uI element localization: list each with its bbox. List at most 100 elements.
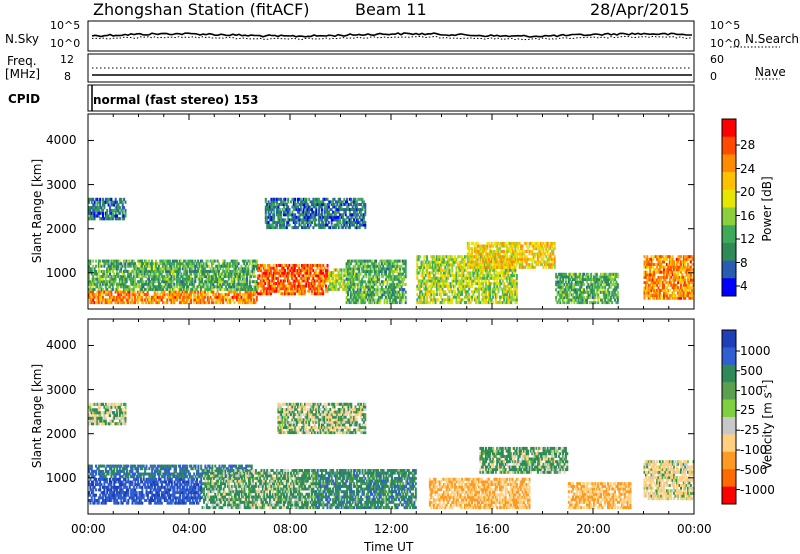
power-echo-cell [187, 277, 190, 281]
power-echo-cell [106, 269, 109, 273]
power-echo-cell [580, 285, 583, 289]
power-echo-cell [190, 293, 193, 297]
power-echo-cell [485, 268, 487, 272]
power-echo-cell [201, 301, 204, 305]
power-echo-cell [96, 206, 99, 210]
power-echo-cell [131, 259, 134, 263]
power-echo-cell [102, 208, 104, 213]
power-echo-cell [586, 272, 588, 276]
power-echo-cell [489, 287, 492, 291]
power-echo-cell [393, 267, 396, 271]
power-echo-cell [340, 200, 343, 204]
power-echo-cell [385, 270, 387, 273]
power-echo-cell [557, 283, 560, 287]
power-echo-cell [250, 285, 253, 289]
power-echo-cell [291, 276, 294, 280]
power-echo-cell [267, 266, 270, 270]
power-echo-cell [206, 301, 209, 305]
power-echo-cell [567, 280, 570, 284]
power-echo-cell [111, 285, 114, 289]
power-echo-cell [292, 289, 295, 293]
power-echo-cell [586, 278, 588, 281]
power-echo-cell [348, 213, 351, 217]
power-echo-cell [110, 217, 113, 221]
power-echo-cell [316, 213, 319, 217]
power-echo-cell [204, 293, 206, 297]
power-echo-cell [181, 267, 184, 271]
power-echo-cell [490, 268, 493, 272]
power-echo-cell [237, 272, 240, 276]
power-echo-cell [190, 298, 193, 302]
power-echo-cell [570, 293, 573, 297]
power-echo-cell [326, 213, 329, 217]
power-echo-cell [180, 272, 183, 276]
power-echo-cell [369, 298, 372, 302]
power-echo-cell [103, 298, 106, 302]
power-echo-cell [566, 293, 569, 297]
power-echo-cell [109, 301, 111, 305]
power-echo-cell [167, 275, 170, 278]
power-echo-cell [303, 287, 306, 291]
power-echo-cell [244, 301, 247, 305]
power-echo-cell [305, 274, 308, 278]
power-echo-cell [299, 223, 302, 227]
power-echo-cell [92, 208, 95, 213]
power-echo-cell [482, 265, 485, 269]
power-echo-cell [510, 247, 513, 251]
power-echo-cell [479, 282, 482, 286]
power-echo-cell [311, 215, 313, 219]
power-echo-cell [355, 293, 358, 297]
power-echo-cell [386, 290, 389, 294]
power-echo-cell [359, 290, 362, 294]
power-echo-cell [340, 273, 343, 278]
power-echo-cell [192, 293, 195, 297]
power-echo-cell [117, 264, 120, 268]
power-echo-cell [206, 272, 209, 276]
power-echo-cell [365, 267, 368, 271]
power-echo-cell [291, 289, 294, 293]
power-echo-cell [262, 292, 265, 296]
power-echo-cell [510, 260, 513, 264]
power-echo-cell [106, 293, 109, 297]
power-echo-cell [114, 267, 117, 271]
power-echo-cell [211, 298, 213, 302]
power-echo-cell [99, 197, 102, 201]
power-echo-cell [535, 252, 538, 256]
power-echo-cell [326, 269, 329, 273]
power-echo-cell [121, 208, 124, 213]
power-echo-cell [490, 301, 493, 305]
power-echo-cell [188, 290, 191, 294]
power-echo-cell [404, 301, 407, 305]
power-echo-cell [271, 289, 274, 293]
power-echo-cell [420, 284, 423, 288]
power-echo-cell [471, 290, 473, 294]
power-echo-cell [499, 241, 501, 245]
power-echo-cell [299, 200, 302, 204]
power-echo-cell [297, 208, 299, 212]
power-echo-cell [114, 298, 117, 302]
power-echo-cell [354, 259, 356, 263]
power-echo-cell [107, 269, 110, 273]
power-echo-cell [486, 276, 489, 280]
power-echo-cell [521, 255, 524, 259]
power-echo-cell [351, 200, 354, 204]
power-echo-cell [202, 267, 205, 271]
power-echo-cell [490, 260, 493, 264]
power-echo-cell [587, 278, 590, 281]
power-echo-cell [262, 279, 265, 283]
power-echo-cell [322, 221, 325, 224]
power-echo-cell [451, 268, 454, 272]
power-echo-cell [461, 276, 464, 280]
power-echo-cell [416, 276, 419, 280]
power-echo-cell [109, 264, 111, 268]
power-echo-cell [593, 298, 595, 302]
power-echo-cell [482, 295, 485, 299]
power-echo-cell [363, 264, 366, 268]
power-echo-cell [90, 301, 93, 305]
power-echo-cell [239, 275, 241, 278]
power-echo-cell [237, 301, 240, 305]
power-echo-cell [431, 263, 434, 267]
power-echo-cell [274, 221, 277, 224]
power-echo-cell [234, 285, 237, 289]
power-echo-cell [230, 280, 233, 284]
